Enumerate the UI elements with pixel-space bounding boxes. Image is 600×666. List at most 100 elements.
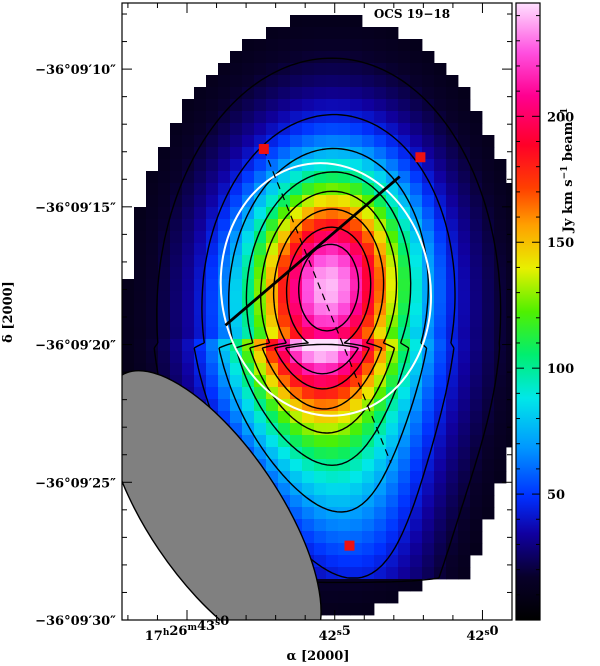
heatmap-pixel — [314, 267, 327, 280]
heatmap-pixel — [434, 543, 447, 556]
heatmap-pixel — [350, 567, 363, 580]
heatmap-pixel — [458, 195, 471, 208]
heatmap-pixel — [494, 423, 507, 436]
heatmap-pixel — [374, 255, 387, 268]
heatmap-pixel — [218, 255, 231, 268]
heatmap-pixel — [482, 387, 495, 400]
heatmap-pixel — [326, 171, 339, 184]
heatmap-pixel — [458, 231, 471, 244]
heatmap-pixel — [182, 339, 195, 352]
heatmap-pixel — [158, 327, 171, 340]
heatmap-pixel — [410, 339, 423, 352]
heatmap-pixel — [350, 495, 363, 508]
heatmap-pixel — [362, 507, 375, 520]
heatmap-pixel — [206, 363, 219, 376]
heatmap-pixel — [494, 387, 507, 400]
heatmap-pixel — [146, 303, 159, 316]
heatmap-pixel — [302, 423, 315, 436]
heatmap-pixel — [386, 435, 399, 448]
heatmap-pixel — [338, 15, 351, 28]
heatmap-pixel — [422, 255, 435, 268]
heatmap-pixel — [326, 519, 339, 532]
heatmap-pixel — [290, 303, 303, 316]
heatmap-pixel — [482, 267, 495, 280]
heatmap-pixel — [206, 327, 219, 340]
heatmap-pixel — [254, 111, 267, 124]
heatmap-pixel — [338, 495, 351, 508]
heatmap-pixel — [146, 243, 159, 256]
heatmap-pixel — [290, 207, 303, 220]
heatmap-pixel — [470, 243, 483, 256]
heatmap-pixel — [242, 123, 255, 136]
x-tick-label: 17h26m43s0 — [145, 614, 229, 644]
heatmap-pixel — [374, 423, 387, 436]
heatmap-pixel — [482, 471, 495, 484]
heatmap-pixel — [362, 279, 375, 292]
heatmap-pixel — [470, 171, 483, 184]
heatmap-pixel — [314, 27, 327, 40]
heatmap-pixel — [122, 327, 135, 340]
heatmap-pixel — [482, 171, 495, 184]
heatmap-pixel — [350, 411, 363, 424]
contour-level — [193, 113, 456, 579]
heatmap-pixel — [350, 63, 363, 76]
heatmap-pixel — [362, 27, 375, 40]
heatmap-pixel — [410, 423, 423, 436]
contour-level — [235, 171, 412, 466]
heatmap-pixel — [290, 471, 303, 484]
heatmap-pixel — [182, 303, 195, 316]
heatmap-pixel — [290, 111, 303, 124]
heatmap-pixel — [254, 387, 267, 400]
heatmap-pixel — [482, 459, 495, 472]
heatmap-pixel — [218, 111, 231, 124]
heatmap-pixel — [494, 339, 507, 352]
heatmap-pixel — [302, 495, 315, 508]
heatmap-pixel — [266, 87, 279, 100]
heatmap-pixel — [218, 171, 231, 184]
heatmap-pixel — [182, 183, 195, 196]
heatmap-pixel — [230, 291, 243, 304]
source-fit-ellipse — [219, 162, 433, 417]
heatmap-pixel — [398, 39, 411, 52]
heatmap-pixel — [482, 315, 495, 328]
heatmap-pixel — [398, 267, 411, 280]
heatmap-pixel — [386, 411, 399, 424]
heatmap-pixel — [458, 327, 471, 340]
heatmap-pixel — [278, 183, 291, 196]
heatmap-pixel — [266, 75, 279, 88]
heatmap-pixel — [362, 219, 375, 232]
heatmap-pixel — [302, 291, 315, 304]
heatmap-pixel — [446, 411, 459, 424]
heatmap-pixel — [338, 51, 351, 64]
heatmap-pixel — [506, 375, 512, 388]
heatmap-pixel — [182, 327, 195, 340]
heatmap-pixel — [482, 243, 495, 256]
heatmap-pixel — [158, 315, 171, 328]
heatmap-pixel — [338, 279, 351, 292]
heatmap-pixel — [422, 75, 435, 88]
heatmap-pixel — [242, 183, 255, 196]
heatmap-pixel — [458, 519, 471, 532]
heatmap-pixel — [326, 375, 339, 388]
heatmap-pixel — [206, 231, 219, 244]
heatmap-pixel — [374, 99, 387, 112]
heatmap-pixel — [134, 231, 147, 244]
heatmap-pixel — [338, 483, 351, 496]
heatmap-pixel — [350, 279, 363, 292]
heatmap-pixel — [314, 435, 327, 448]
heatmap-pixel — [506, 231, 512, 244]
heatmap-pixel — [194, 111, 207, 124]
heatmap-pixel — [362, 303, 375, 316]
heatmap-pixel — [494, 255, 507, 268]
heatmap-pixel — [338, 123, 351, 136]
heatmap-pixel — [338, 327, 351, 340]
heatmap-pixel — [374, 495, 387, 508]
heatmap-pixel — [386, 279, 399, 292]
heatmap-pixel — [302, 507, 315, 520]
heatmap-pixel — [326, 603, 339, 616]
heatmap-pixel — [386, 483, 399, 496]
heatmap-pixel — [350, 447, 363, 460]
heatmap-pixel — [506, 363, 512, 376]
heatmap-pixel — [182, 243, 195, 256]
heatmap-pixel — [446, 147, 459, 160]
